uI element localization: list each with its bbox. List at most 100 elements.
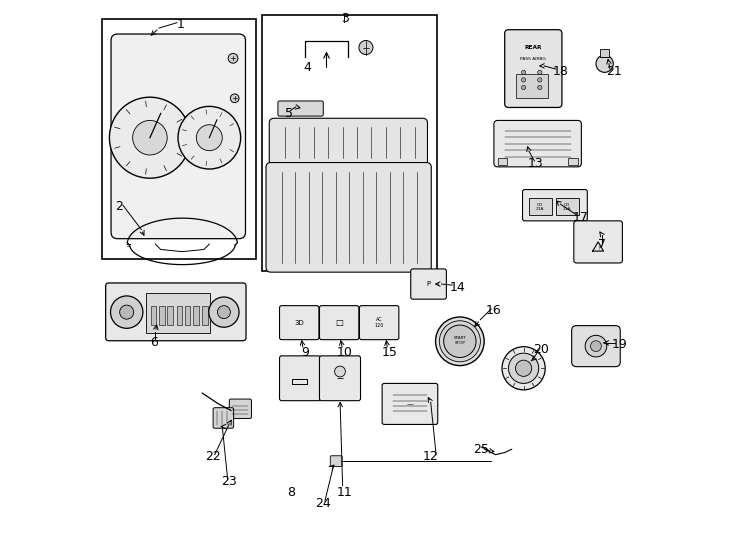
- Circle shape: [359, 40, 373, 55]
- FancyBboxPatch shape: [505, 30, 562, 107]
- Bar: [262, 15, 437, 271]
- Text: 19: 19: [612, 338, 628, 351]
- FancyBboxPatch shape: [106, 283, 246, 341]
- FancyBboxPatch shape: [572, 326, 620, 367]
- Text: 11: 11: [336, 486, 352, 499]
- Text: P: P: [426, 281, 431, 287]
- Circle shape: [585, 335, 607, 357]
- Bar: [159, 306, 164, 325]
- Circle shape: [521, 85, 526, 90]
- Bar: [145, 293, 211, 333]
- Text: 6: 6: [150, 336, 158, 349]
- Text: 1: 1: [177, 18, 185, 31]
- Text: 21: 21: [606, 65, 622, 78]
- Bar: [498, 158, 507, 165]
- Circle shape: [208, 297, 239, 327]
- Text: ‒: ‒: [336, 373, 344, 383]
- Text: 15: 15: [382, 346, 398, 359]
- Text: 10: 10: [336, 346, 352, 359]
- Circle shape: [537, 85, 542, 90]
- Text: 3: 3: [341, 12, 349, 25]
- Text: 14: 14: [450, 281, 465, 294]
- Circle shape: [537, 78, 542, 82]
- Circle shape: [133, 120, 167, 155]
- FancyBboxPatch shape: [330, 456, 342, 467]
- Circle shape: [217, 306, 230, 319]
- Text: 9: 9: [301, 346, 309, 359]
- Bar: [177, 306, 182, 325]
- Text: !: !: [597, 246, 599, 251]
- Text: 5: 5: [285, 107, 293, 120]
- FancyBboxPatch shape: [278, 101, 323, 116]
- Circle shape: [109, 97, 190, 178]
- Circle shape: [178, 106, 241, 169]
- FancyBboxPatch shape: [319, 356, 360, 401]
- Bar: [151, 306, 156, 325]
- Text: 2: 2: [115, 200, 123, 213]
- FancyBboxPatch shape: [523, 190, 587, 221]
- Circle shape: [120, 305, 134, 319]
- Circle shape: [521, 70, 526, 75]
- Text: 3D: 3D: [294, 320, 305, 326]
- Circle shape: [521, 78, 526, 82]
- FancyBboxPatch shape: [280, 306, 319, 340]
- Text: AC
120: AC 120: [375, 317, 384, 328]
- Text: 24: 24: [315, 497, 330, 510]
- Bar: [193, 306, 198, 325]
- FancyBboxPatch shape: [382, 383, 437, 424]
- Circle shape: [596, 55, 613, 72]
- Text: 13: 13: [528, 157, 543, 170]
- Circle shape: [515, 360, 531, 376]
- FancyBboxPatch shape: [319, 306, 359, 340]
- FancyBboxPatch shape: [229, 399, 252, 418]
- Circle shape: [591, 341, 601, 352]
- Text: 12: 12: [423, 450, 439, 463]
- Bar: [568, 158, 578, 165]
- Circle shape: [537, 70, 542, 75]
- Text: 16: 16: [486, 304, 502, 317]
- Circle shape: [197, 125, 222, 151]
- FancyBboxPatch shape: [411, 269, 446, 299]
- Circle shape: [228, 53, 238, 63]
- Text: CD
21A: CD 21A: [563, 202, 572, 211]
- Bar: [185, 306, 190, 325]
- FancyBboxPatch shape: [111, 34, 245, 239]
- FancyBboxPatch shape: [213, 408, 233, 428]
- Bar: [167, 306, 172, 325]
- Text: 23: 23: [222, 475, 237, 488]
- Text: 25: 25: [473, 443, 490, 456]
- Bar: [515, 74, 548, 98]
- Circle shape: [502, 347, 545, 390]
- Text: 18: 18: [553, 65, 568, 78]
- Text: 7: 7: [598, 238, 606, 251]
- Circle shape: [440, 321, 480, 362]
- Text: CD
21A: CD 21A: [536, 202, 545, 211]
- Text: —: —: [407, 401, 414, 407]
- Circle shape: [509, 353, 539, 383]
- Text: REAR: REAR: [525, 45, 542, 50]
- FancyBboxPatch shape: [280, 356, 321, 401]
- Circle shape: [435, 317, 484, 366]
- Text: 17: 17: [573, 211, 588, 224]
- Text: 20: 20: [533, 343, 549, 356]
- Bar: [556, 198, 578, 215]
- FancyBboxPatch shape: [494, 120, 581, 167]
- Text: 4: 4: [304, 61, 311, 74]
- Text: 22: 22: [206, 450, 221, 463]
- Circle shape: [111, 296, 143, 328]
- Circle shape: [443, 325, 476, 357]
- Text: START
STOP: START STOP: [454, 336, 466, 345]
- Bar: [103, 19, 256, 259]
- FancyBboxPatch shape: [574, 221, 622, 263]
- Circle shape: [335, 366, 346, 377]
- Text: 8: 8: [288, 486, 295, 499]
- Bar: [203, 306, 208, 325]
- Bar: [529, 198, 552, 215]
- Text: PASS AIRBG: PASS AIRBG: [520, 57, 546, 62]
- Text: □: □: [335, 319, 344, 327]
- FancyBboxPatch shape: [269, 118, 427, 167]
- Circle shape: [230, 94, 239, 103]
- Bar: [600, 49, 609, 57]
- FancyBboxPatch shape: [360, 306, 399, 340]
- FancyBboxPatch shape: [266, 163, 432, 272]
